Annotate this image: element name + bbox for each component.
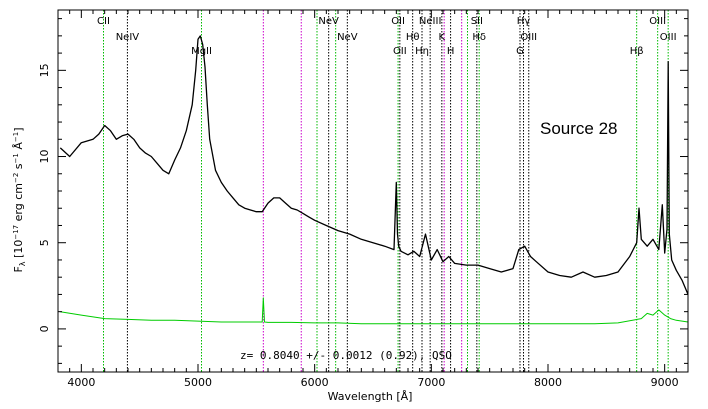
line-marker-label: Hδ xyxy=(472,32,486,43)
line-marker-label: Hβ xyxy=(630,46,644,57)
x-tick-label: 4000 xyxy=(67,376,95,389)
spectral-line-labels: CIINeIVMgIINeVNeVOIIOIIHθHηNeIIIKHSIIHδG… xyxy=(97,16,676,57)
line-marker-label: G xyxy=(516,46,524,57)
series-error-line xyxy=(60,297,689,325)
line-marker-label: K xyxy=(439,32,446,43)
line-marker-label: OIII xyxy=(520,32,537,43)
line-marker-label: NeIV xyxy=(116,32,140,43)
series-layer xyxy=(59,35,689,325)
y-tick-label: 5 xyxy=(38,239,51,246)
line-marker-label: OIII xyxy=(660,32,677,43)
line-marker-label: Hθ xyxy=(406,32,420,43)
x-tick-label: 6000 xyxy=(301,376,329,389)
line-marker-label: OII xyxy=(393,46,407,57)
line-marker-label: NeIII xyxy=(419,16,441,27)
y-tick-label: 10 xyxy=(38,150,51,164)
line-marker-label: H xyxy=(447,46,455,57)
x-tick-label: 9000 xyxy=(651,376,679,389)
x-axis-label: Wavelength [Å] xyxy=(328,390,413,403)
y-tick-label: 15 xyxy=(38,63,51,77)
source-annotation: Source 28 xyxy=(540,119,618,138)
y-tick-label: 0 xyxy=(38,325,51,332)
axis-ticks: 4000 5000 6000 7000 8000 9000 0 5 10 15 xyxy=(38,10,689,389)
line-marker-label: Hη xyxy=(415,46,429,57)
line-marker-label: CII xyxy=(97,16,110,27)
series-flux-line xyxy=(59,35,689,295)
x-tick-label: 8000 xyxy=(534,376,562,389)
line-marker-label: OIII xyxy=(649,16,666,27)
x-tick-label: 5000 xyxy=(184,376,212,389)
line-marker-label: MgII xyxy=(191,46,212,57)
line-marker-label: NeV xyxy=(318,16,339,27)
line-marker-label: Hγ xyxy=(517,16,531,27)
spectral-line-markers xyxy=(103,10,669,372)
x-tick-label: 7000 xyxy=(417,376,445,389)
line-marker-label: OII xyxy=(391,16,405,27)
line-marker-label: SII xyxy=(471,16,483,27)
line-marker-label: NeV xyxy=(337,32,358,43)
plot-frame xyxy=(57,9,689,373)
y-axis-label: Fλ [10−17 erg cm−2 s−1 Å−1] xyxy=(12,127,27,272)
redshift-footer: z= 0.8040 +/- 0.0012 (0.92), QSO xyxy=(240,349,452,362)
